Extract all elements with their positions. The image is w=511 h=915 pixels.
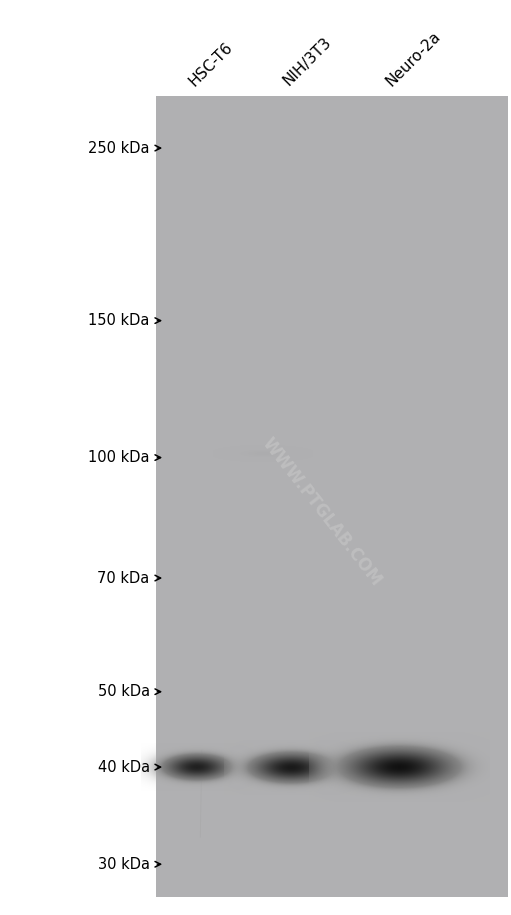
Text: 50 kDa: 50 kDa: [98, 684, 150, 699]
Bar: [156, 96, 508, 897]
Text: HSC-T6: HSC-T6: [186, 39, 236, 89]
Text: 40 kDa: 40 kDa: [98, 759, 150, 775]
Text: Neuro-2a: Neuro-2a: [383, 28, 444, 89]
Text: NIH/3T3: NIH/3T3: [281, 35, 335, 89]
Text: WWW.PTGLAB.COM: WWW.PTGLAB.COM: [259, 435, 385, 590]
Text: 100 kDa: 100 kDa: [88, 450, 150, 465]
Text: 30 kDa: 30 kDa: [98, 856, 150, 872]
Text: 150 kDa: 150 kDa: [88, 313, 150, 328]
Text: 70 kDa: 70 kDa: [98, 571, 150, 586]
Text: 250 kDa: 250 kDa: [88, 141, 150, 156]
